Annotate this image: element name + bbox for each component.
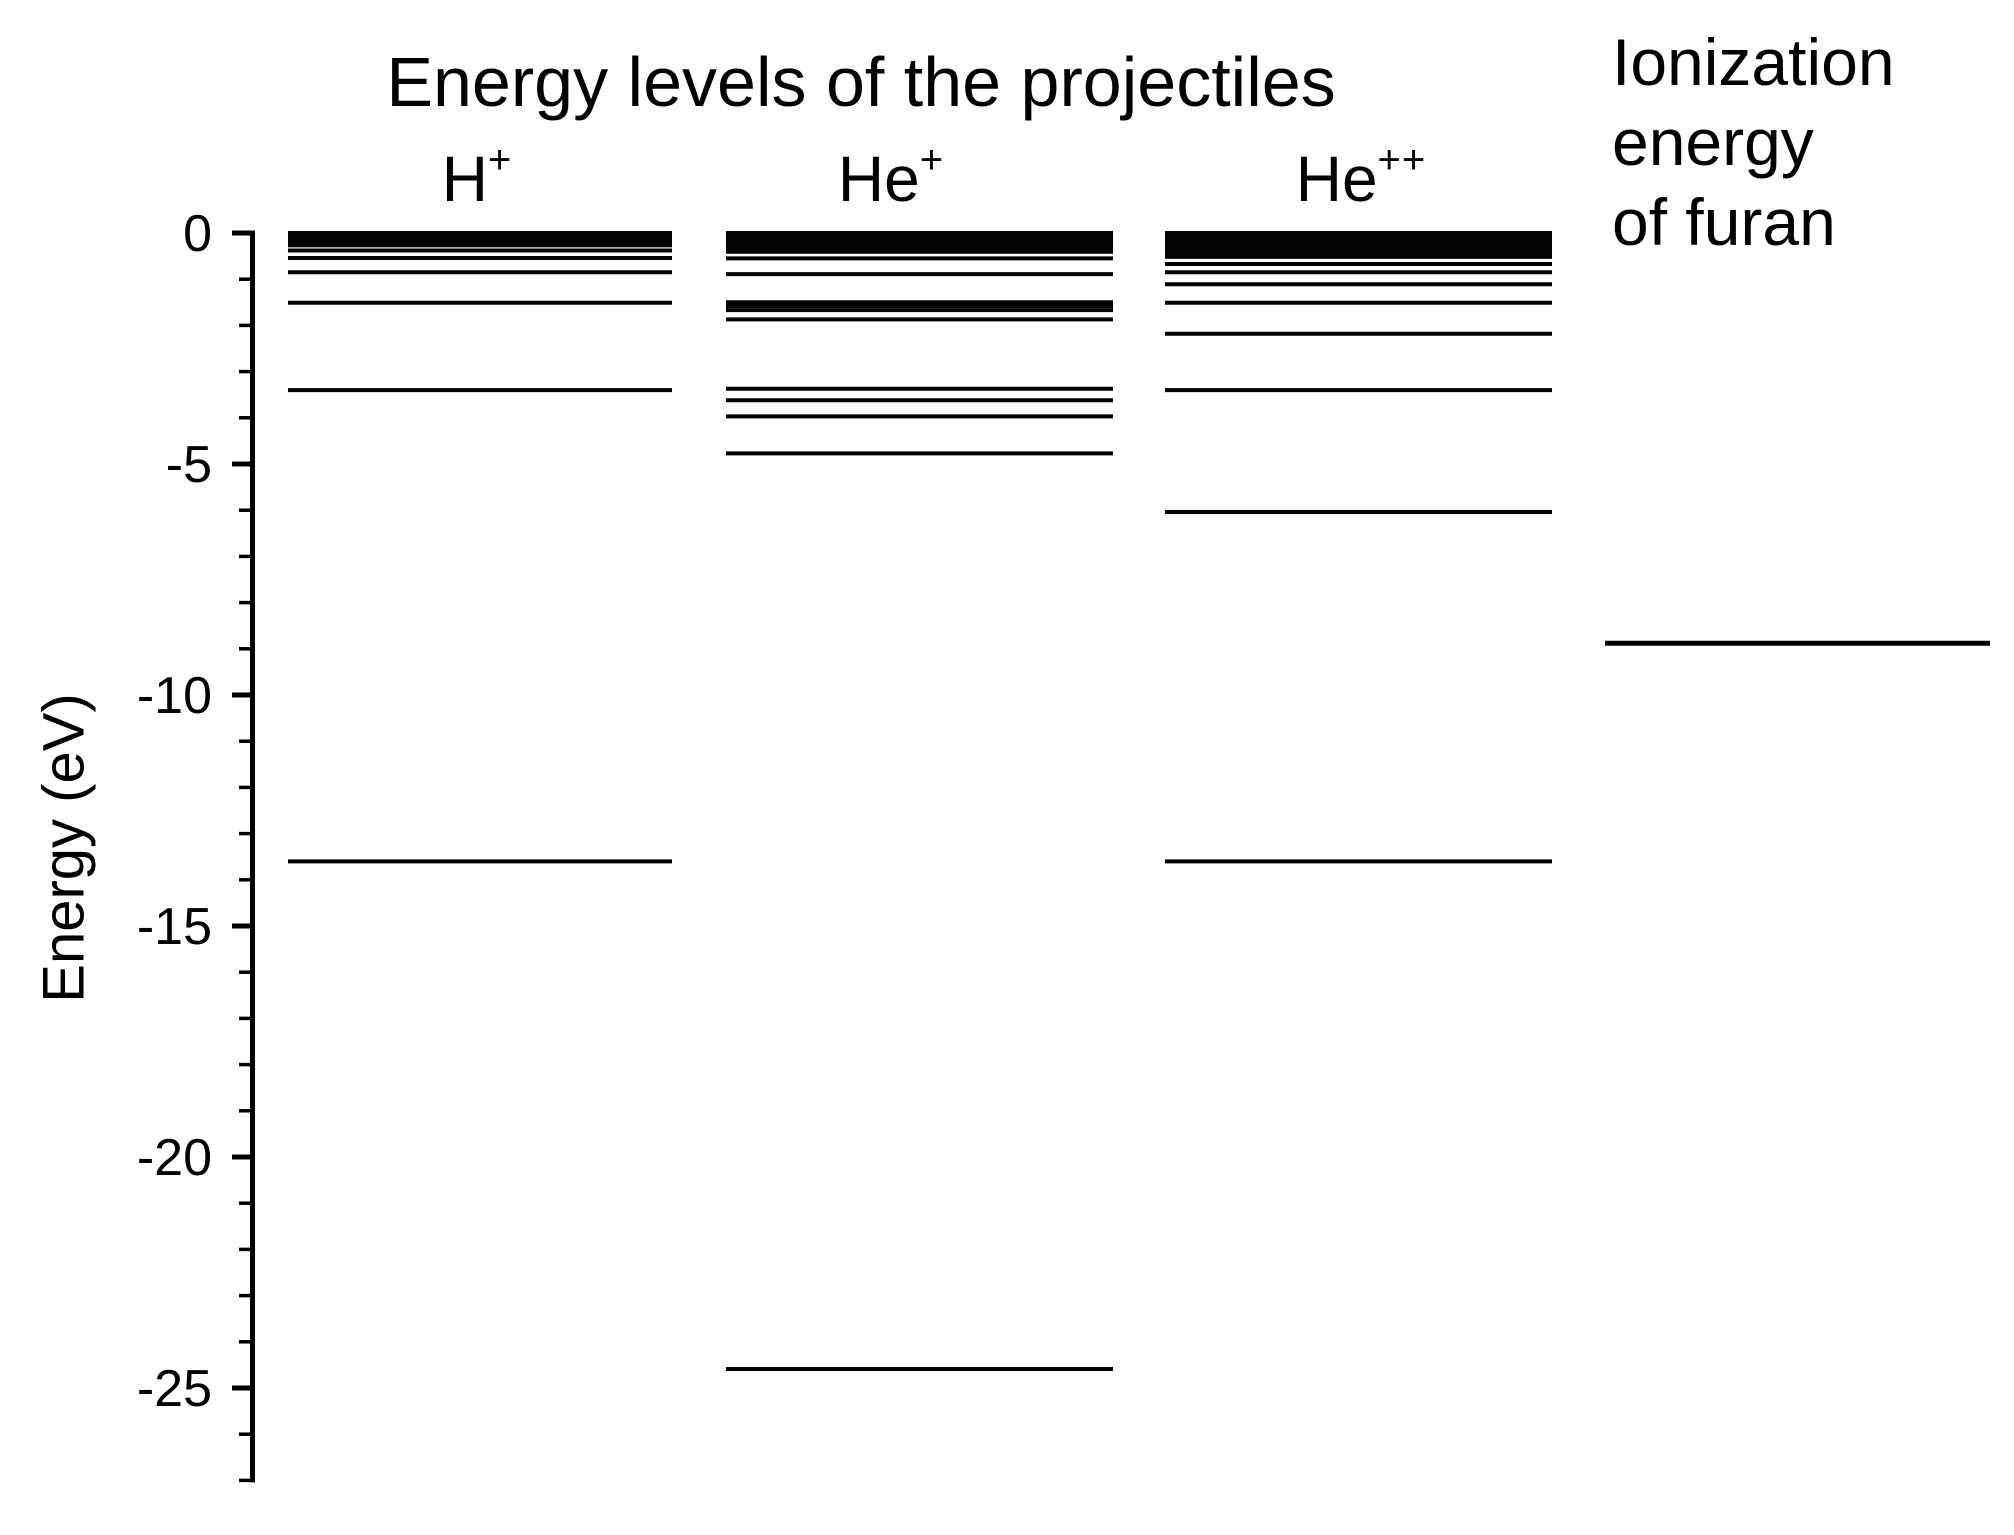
h-plus-quasi-continuum-band (288, 231, 672, 248)
column-label-h-plus-charge: + (487, 138, 513, 182)
ionization-header-line-1: Ionization (1612, 25, 1895, 99)
y-axis-tick-label: -10 (137, 667, 212, 725)
column-label-he-2plus: He++ (1295, 138, 1427, 216)
column-label-he-plus: He+ (837, 138, 944, 216)
he-plus-quasi-continuum-band (726, 231, 1113, 254)
ionization-header-line-2: energy (1612, 105, 1814, 179)
column-label-h-plus: H+ (441, 138, 513, 216)
column-label-he-2plus-charge: ++ (1377, 138, 1427, 182)
he-2plus-quasi-continuum-band (1165, 231, 1552, 259)
y-axis-tick-label: -15 (137, 898, 212, 956)
column-label-he-2plus-symbol: He (1295, 143, 1378, 215)
figure-title: Energy levels of the projectiles (386, 43, 1336, 121)
ionization-energy-header: Ionization energy of furan (1612, 22, 1895, 262)
y-axis-tick-label: -5 (166, 436, 212, 494)
column-label-h-plus-symbol: H (441, 143, 488, 215)
column-label-he-plus-symbol: He (837, 143, 920, 215)
y-axis-tick-label: -25 (137, 1360, 212, 1418)
y-axis-tick-label: 0 (183, 205, 212, 263)
ionization-header-line-3: of furan (1612, 185, 1836, 259)
y-axis-tick-label: -20 (137, 1129, 212, 1187)
column-label-he-plus-charge: + (919, 138, 945, 182)
